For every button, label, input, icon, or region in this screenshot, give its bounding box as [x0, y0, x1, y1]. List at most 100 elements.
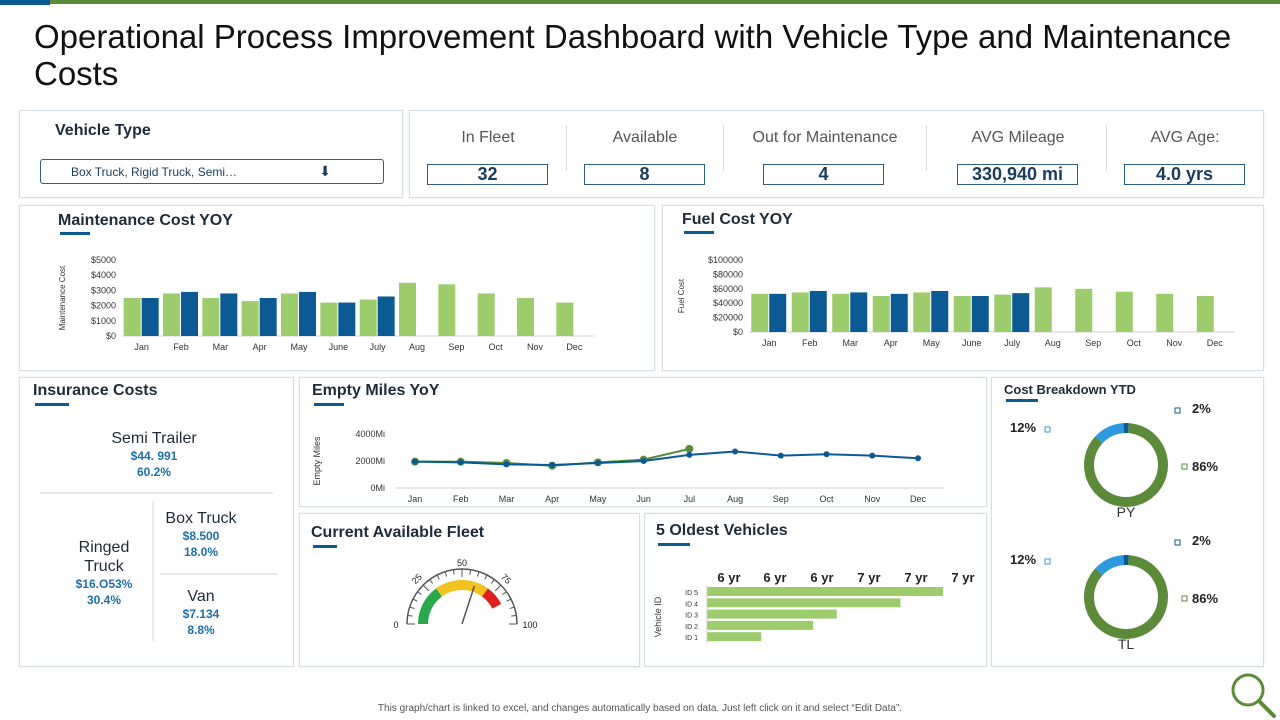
y-tick-label: $1000	[91, 316, 116, 326]
bar-current-year	[971, 296, 989, 332]
bar-current-year	[220, 293, 238, 336]
bar-previous-year	[123, 298, 141, 336]
fuel-cost-title: Fuel Cost YOY	[682, 211, 793, 228]
data-point	[823, 451, 830, 458]
bar-current-year	[809, 290, 827, 332]
insurance-item-percent: 18.0%	[183, 545, 219, 559]
footer-note: This graph/chart is linked to excel, and…	[377, 703, 903, 714]
gauge-tick	[476, 571, 480, 577]
insurance-costs-panel: Insurance Costs Semi Trailer $44. 991 60…	[19, 377, 294, 667]
bar-current-year	[338, 302, 356, 336]
available-fleet-title: Current Available Fleet	[311, 524, 485, 541]
y-tick-label: $4000	[91, 270, 116, 280]
gauge-tick	[469, 569, 472, 575]
stat-out-for-maintenance: Out for Maintenance 4	[746, 111, 904, 197]
x-tick-label: July	[1004, 338, 1021, 348]
oldest-vehicle-bar	[707, 632, 762, 642]
title-underline	[60, 232, 90, 235]
y-tick-label: $40000	[713, 298, 743, 308]
data-point	[594, 460, 601, 467]
stat-value: 4.0 yrs	[1124, 164, 1245, 185]
x-tick-label: June	[962, 338, 982, 348]
maintenance-cost-title: Maintenance Cost YOY	[58, 212, 233, 229]
gauge-tick-label: 0	[393, 620, 398, 630]
x-tick-label: May	[290, 342, 308, 352]
x-tick-label: Aug	[1045, 338, 1061, 348]
vehicle-type-value: Box Truck, Rigid Truck, Semi…	[71, 165, 238, 179]
title-underline	[313, 545, 337, 548]
title-underline	[314, 403, 344, 406]
bar-previous-year	[477, 293, 495, 336]
slice-percent-label: 12%	[1010, 420, 1036, 435]
vehicle-type-select[interactable]: Box Truck, Rigid Truck, Semi… ⬇	[40, 159, 384, 184]
oldest-vehicles-chart: 6 yr 6 yr 6 yr 7 yr 7 yr 7 yr ID 5 ID 4 ID 3 ID 2…	[653, 570, 975, 644]
y-tick-label: $3000	[91, 285, 116, 295]
gauge-tick	[436, 574, 440, 580]
gauge-band-yellow	[436, 580, 488, 597]
arrow-down-icon[interactable]: ⬇	[319, 163, 331, 179]
bar-current-year	[850, 292, 868, 332]
fuel-cost-panel: Fuel Cost YOY $0 $20000 $40000 $60000 $80000…	[662, 205, 1264, 371]
gauge-tick-label: 75	[499, 572, 513, 586]
bar-current-year	[299, 291, 316, 336]
cost-breakdown-charts: PY 86% 2% 12% TL 86% 2% 12%	[1010, 401, 1218, 652]
x-tick-label: Dec	[910, 494, 927, 504]
x-tick-label: Jan	[408, 494, 423, 504]
x-tick-label: July	[370, 342, 387, 352]
slice-percent-label: 2%	[1192, 533, 1211, 548]
data-point	[685, 444, 694, 453]
gauge-tick-label: 25	[410, 572, 424, 586]
y-tick-label: $5000	[91, 255, 116, 265]
donut-label: PY	[1117, 504, 1136, 520]
x-tick-label: Sep	[773, 494, 789, 504]
x-tick-label: Mar	[213, 342, 229, 352]
y-axis-label: Maintenance Cost	[58, 265, 67, 330]
bar-previous-year	[994, 294, 1012, 332]
data-point	[503, 461, 510, 468]
empty-miles-title: Empty Miles YoY	[312, 382, 440, 399]
y-tick-label: $80000	[713, 269, 743, 279]
gauge-tick	[412, 598, 418, 602]
bar-previous-year	[913, 292, 931, 332]
insurance-item-van: Van $7.134 8.8%	[154, 587, 248, 638]
x-tick-label: Sep	[448, 342, 464, 352]
x-tick-label: May	[589, 494, 607, 504]
bar-previous-year	[1196, 296, 1214, 332]
x-tick-label: Nov	[527, 342, 544, 352]
age-label: 7 yr	[951, 570, 974, 585]
y-tick-label: 0Mi	[370, 483, 385, 493]
vehicle-id-label: ID 1	[685, 635, 698, 642]
legend-marker	[1181, 463, 1188, 470]
data-point	[686, 451, 693, 458]
bar-previous-year	[399, 282, 416, 336]
x-tick-label: Jan	[762, 338, 777, 348]
insurance-item-percent: 8.8%	[187, 623, 215, 637]
y-tick-label: $20000	[713, 313, 743, 323]
stat-label: Out for Maintenance	[752, 129, 898, 146]
y-tick-label: $100000	[708, 255, 743, 265]
gauge-tick	[509, 606, 515, 610]
gauge-tick	[407, 614, 413, 617]
insurance-item-amount: $16.O53%	[75, 577, 133, 591]
gauge-band-red	[481, 588, 502, 609]
age-label: 7 yr	[904, 570, 927, 585]
bar-previous-year	[832, 293, 850, 332]
cost-breakdown-title: Cost Breakdown YTD	[1004, 382, 1136, 397]
insurance-item-ringed-truck: Ringed Truck $16.O53% 30.4%	[64, 538, 144, 608]
x-tick-label: Jun	[636, 494, 651, 504]
bar-current-year	[769, 293, 787, 332]
gauge-tick	[502, 591, 507, 596]
slice-percent-label: 86%	[1192, 459, 1218, 474]
donut-slice	[1095, 423, 1125, 444]
gauge-tick	[429, 579, 434, 584]
x-tick-label: Nov	[864, 494, 881, 504]
bar-previous-year	[517, 298, 534, 336]
bar-previous-year	[953, 296, 971, 332]
stat-divider	[566, 125, 567, 171]
oldest-vehicle-bar	[707, 587, 943, 596]
data-point	[732, 448, 739, 455]
insurance-item-box-truck: Box Truck $8.500 18.0%	[154, 509, 248, 560]
empty-miles-chart: 0Mi 2000Mi 4000Mi Empty Miles Jan Feb Mar Apr Ma…	[312, 429, 943, 504]
empty-miles-panel: Empty Miles YoY 0Mi 2000Mi 4000Mi Empty Mil…	[299, 377, 987, 507]
y-tick-label: $0	[733, 327, 743, 337]
